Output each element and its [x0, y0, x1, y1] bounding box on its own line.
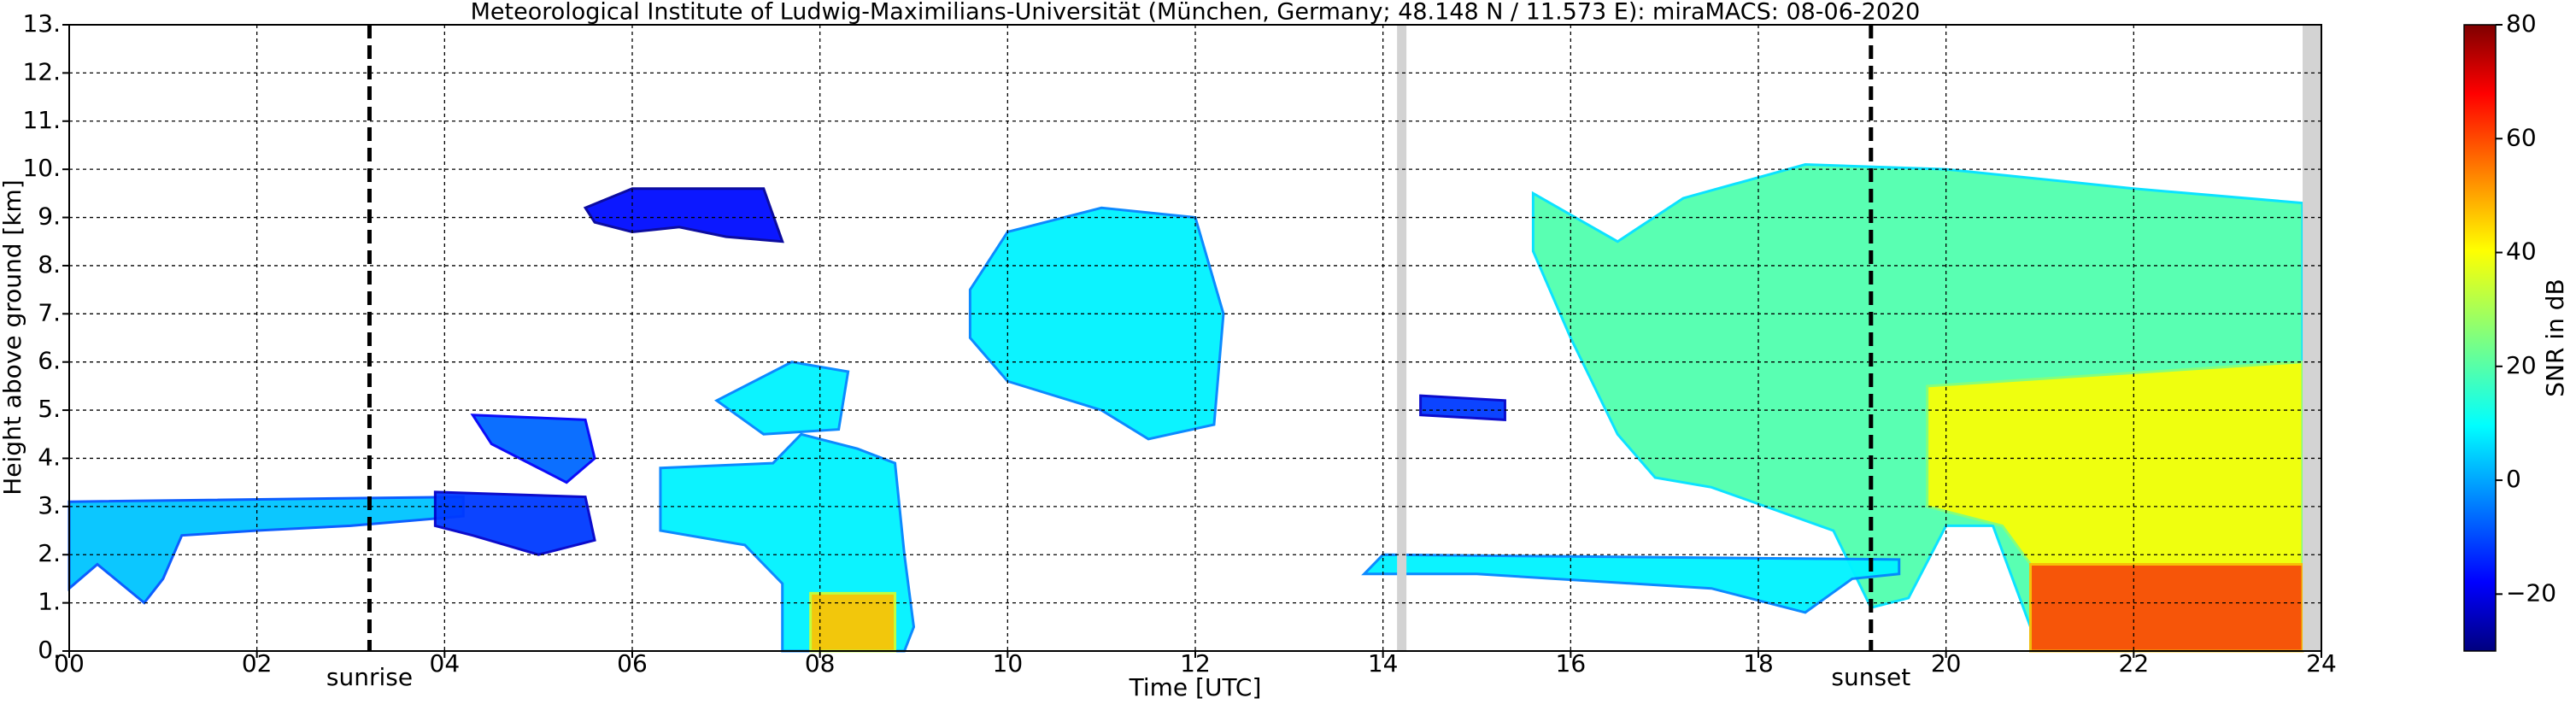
no-data-band	[1397, 25, 1407, 651]
colorbar-tick-label: −20	[2506, 578, 2556, 607]
plot-frame	[68, 24, 2322, 652]
marker-label: sunrise	[326, 663, 413, 691]
snr-region	[713, 361, 850, 436]
y-tick-label: 13.	[22, 9, 61, 38]
y-tick-label: 9.	[38, 202, 61, 231]
chart-title: Meteorological Institute of Ludwig-Maxim…	[471, 0, 1921, 26]
x-tick-label: 10	[993, 649, 1024, 678]
y-tick-label: 0.	[38, 636, 61, 664]
x-tick-label: 04	[430, 649, 461, 678]
colorbar-tick-label: 20	[2506, 351, 2537, 379]
marker-label: sunset	[1831, 663, 1910, 691]
colorbar-tick-label: 80	[2506, 9, 2537, 38]
x-axis-label: Time [UTC]	[1129, 673, 1262, 701]
snr-region	[583, 187, 784, 243]
x-tick-label: 00	[54, 649, 85, 678]
x-tick-label: 18	[1743, 649, 1774, 678]
y-axis-label: Height above ground [km]	[0, 179, 26, 496]
x-tick-label: 02	[242, 649, 273, 678]
snr-region	[1926, 361, 2304, 566]
x-tick-label: 12	[1180, 649, 1211, 678]
x-tick-label: 24	[2306, 649, 2337, 678]
snr-region	[2029, 563, 2304, 653]
snr-region	[470, 414, 596, 484]
colorbar	[2463, 24, 2497, 652]
colorbar-tick-label: 40	[2506, 238, 2537, 266]
snr-region	[968, 206, 1225, 441]
colorbar-tick-label: 0	[2506, 465, 2521, 493]
y-tick-label: 11.	[22, 106, 61, 134]
y-tick-label: 10.	[22, 154, 61, 182]
x-tick-label: 14	[1368, 649, 1399, 678]
y-tick-label: 5.	[38, 395, 61, 423]
x-tick-label: 16	[1556, 649, 1587, 678]
y-tick-label: 2.	[38, 539, 61, 567]
y-tick-label: 8.	[38, 250, 61, 279]
x-tick-label: 06	[617, 649, 648, 678]
x-tick-label: 08	[805, 649, 836, 678]
snr-region	[433, 490, 596, 556]
snr-region	[1361, 553, 1901, 614]
x-tick-label: 22	[2119, 649, 2150, 678]
snr-region	[809, 591, 897, 653]
colorbar-tick-label: 60	[2506, 123, 2537, 151]
y-tick-label: 7.	[38, 298, 61, 326]
y-tick-label: 1.	[38, 588, 61, 616]
x-tick-label: 20	[1931, 649, 1962, 678]
y-tick-label: 6.	[38, 347, 61, 375]
colorbar-label: SNR in dB	[2541, 279, 2569, 396]
no-data-band	[2303, 25, 2321, 651]
y-tick-label: 12.	[22, 57, 61, 85]
y-tick-label: 4.	[38, 443, 61, 471]
y-tick-label: 3.	[38, 491, 61, 519]
snr-region	[1419, 394, 1506, 421]
snr-region	[67, 496, 465, 605]
